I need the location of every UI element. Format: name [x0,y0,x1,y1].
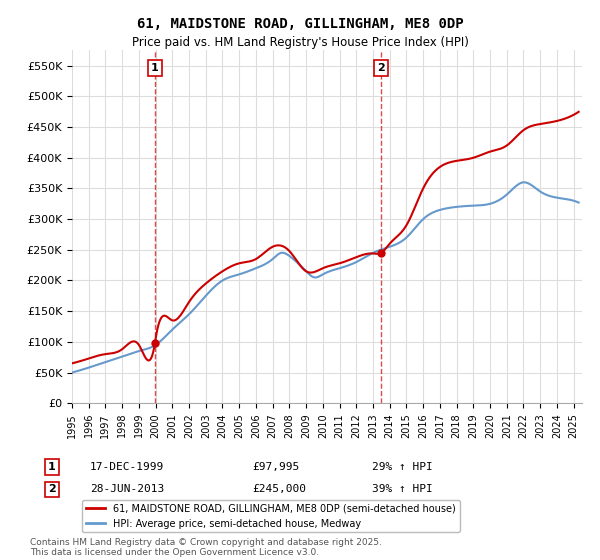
Text: 1: 1 [151,63,159,73]
Text: Contains HM Land Registry data © Crown copyright and database right 2025.
This d: Contains HM Land Registry data © Crown c… [30,538,382,557]
Text: 2: 2 [377,63,385,73]
Text: 39% ↑ HPI: 39% ↑ HPI [372,484,433,494]
Text: £97,995: £97,995 [252,462,299,472]
Text: 2: 2 [48,484,56,494]
Text: £245,000: £245,000 [252,484,306,494]
Text: 17-DEC-1999: 17-DEC-1999 [90,462,164,472]
Text: 1: 1 [48,462,56,472]
Text: 29% ↑ HPI: 29% ↑ HPI [372,462,433,472]
Text: 28-JUN-2013: 28-JUN-2013 [90,484,164,494]
Legend: 61, MAIDSTONE ROAD, GILLINGHAM, ME8 0DP (semi-detached house), HPI: Average pric: 61, MAIDSTONE ROAD, GILLINGHAM, ME8 0DP … [82,500,460,533]
Text: 61, MAIDSTONE ROAD, GILLINGHAM, ME8 0DP: 61, MAIDSTONE ROAD, GILLINGHAM, ME8 0DP [137,17,463,31]
Text: Price paid vs. HM Land Registry's House Price Index (HPI): Price paid vs. HM Land Registry's House … [131,36,469,49]
